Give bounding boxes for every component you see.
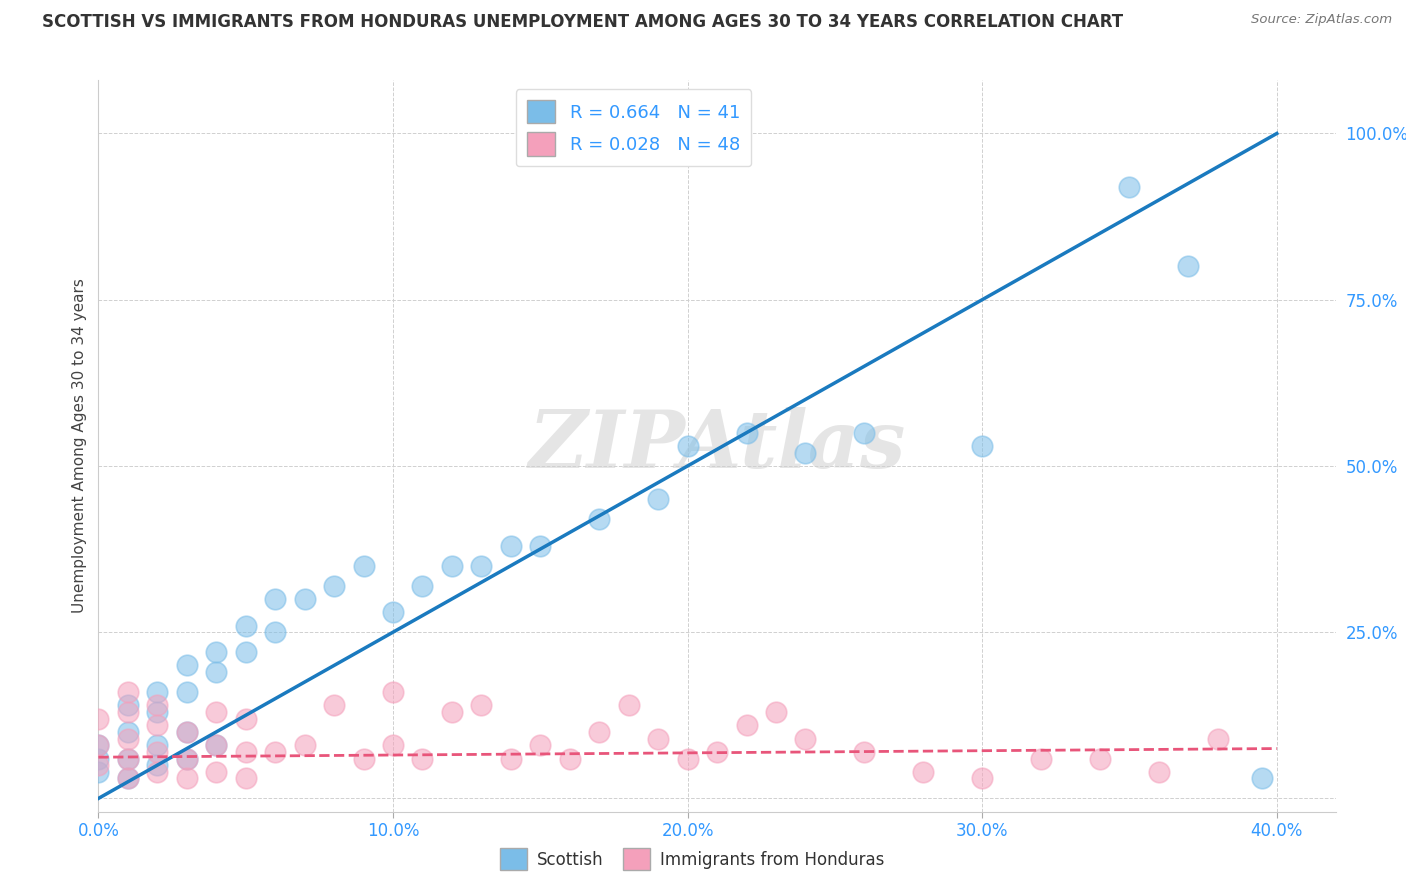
Point [558, 751, 581, 765]
Point [205, 665, 228, 679]
Point [235, 772, 257, 786]
Point [853, 745, 876, 759]
Point [146, 758, 169, 772]
Point [146, 685, 169, 699]
Point [294, 738, 316, 752]
Point [117, 731, 139, 746]
Text: Source: ZipAtlas.com: Source: ZipAtlas.com [1251, 13, 1392, 27]
Point [205, 705, 228, 719]
Point [87, 758, 110, 772]
Point [382, 605, 405, 619]
Point [117, 685, 139, 699]
Point [499, 539, 522, 553]
Point [176, 751, 198, 765]
Point [411, 751, 433, 765]
Point [264, 745, 287, 759]
Point [706, 745, 728, 759]
Point [735, 718, 758, 732]
Point [117, 705, 139, 719]
Point [382, 685, 405, 699]
Point [146, 764, 169, 779]
Point [676, 439, 699, 453]
Point [176, 685, 198, 699]
Point [87, 738, 110, 752]
Point [176, 772, 198, 786]
Point [87, 751, 110, 765]
Point [853, 425, 876, 440]
Point [117, 772, 139, 786]
Point [647, 731, 669, 746]
Point [176, 658, 198, 673]
Point [235, 618, 257, 632]
Point [87, 712, 110, 726]
Point [146, 718, 169, 732]
Text: SCOTTISH VS IMMIGRANTS FROM HONDURAS UNEMPLOYMENT AMONG AGES 30 TO 34 YEARS CORR: SCOTTISH VS IMMIGRANTS FROM HONDURAS UNE… [42, 13, 1123, 31]
Point [117, 751, 139, 765]
Point [529, 539, 551, 553]
Point [146, 698, 169, 713]
Point [499, 751, 522, 765]
Point [1147, 764, 1170, 779]
Point [1206, 731, 1229, 746]
Point [176, 725, 198, 739]
Y-axis label: Unemployment Among Ages 30 to 34 years: Unemployment Among Ages 30 to 34 years [72, 278, 87, 614]
Point [117, 751, 139, 765]
Point [765, 705, 787, 719]
Point [440, 705, 463, 719]
Point [117, 698, 139, 713]
Point [353, 558, 375, 573]
Point [235, 645, 257, 659]
Point [1177, 260, 1199, 274]
Point [294, 591, 316, 606]
Point [323, 698, 346, 713]
Point [323, 579, 346, 593]
Point [205, 738, 228, 752]
Point [117, 772, 139, 786]
Point [588, 512, 610, 526]
Point [87, 764, 110, 779]
Point [972, 772, 994, 786]
Point [87, 738, 110, 752]
Point [794, 731, 817, 746]
Point [235, 712, 257, 726]
Point [647, 492, 669, 507]
Point [617, 698, 640, 713]
Point [205, 645, 228, 659]
Point [353, 751, 375, 765]
Point [440, 558, 463, 573]
Point [676, 751, 699, 765]
Point [470, 558, 492, 573]
Point [529, 738, 551, 752]
Point [1029, 751, 1052, 765]
Point [382, 738, 405, 752]
Point [235, 745, 257, 759]
Text: ZIPAtlas: ZIPAtlas [529, 408, 905, 484]
Point [470, 698, 492, 713]
Point [205, 764, 228, 779]
Point [972, 439, 994, 453]
Point [1088, 751, 1111, 765]
Point [146, 705, 169, 719]
Point [794, 445, 817, 459]
Point [1118, 179, 1140, 194]
Point [264, 591, 287, 606]
Point [912, 764, 935, 779]
Point [264, 625, 287, 640]
Legend: Scottish, Immigrants from Honduras: Scottish, Immigrants from Honduras [494, 842, 891, 877]
Point [176, 751, 198, 765]
Point [176, 725, 198, 739]
Point [205, 738, 228, 752]
Point [735, 425, 758, 440]
Point [146, 738, 169, 752]
Point [411, 579, 433, 593]
Point [146, 745, 169, 759]
Point [1251, 772, 1274, 786]
Point [117, 725, 139, 739]
Point [588, 725, 610, 739]
